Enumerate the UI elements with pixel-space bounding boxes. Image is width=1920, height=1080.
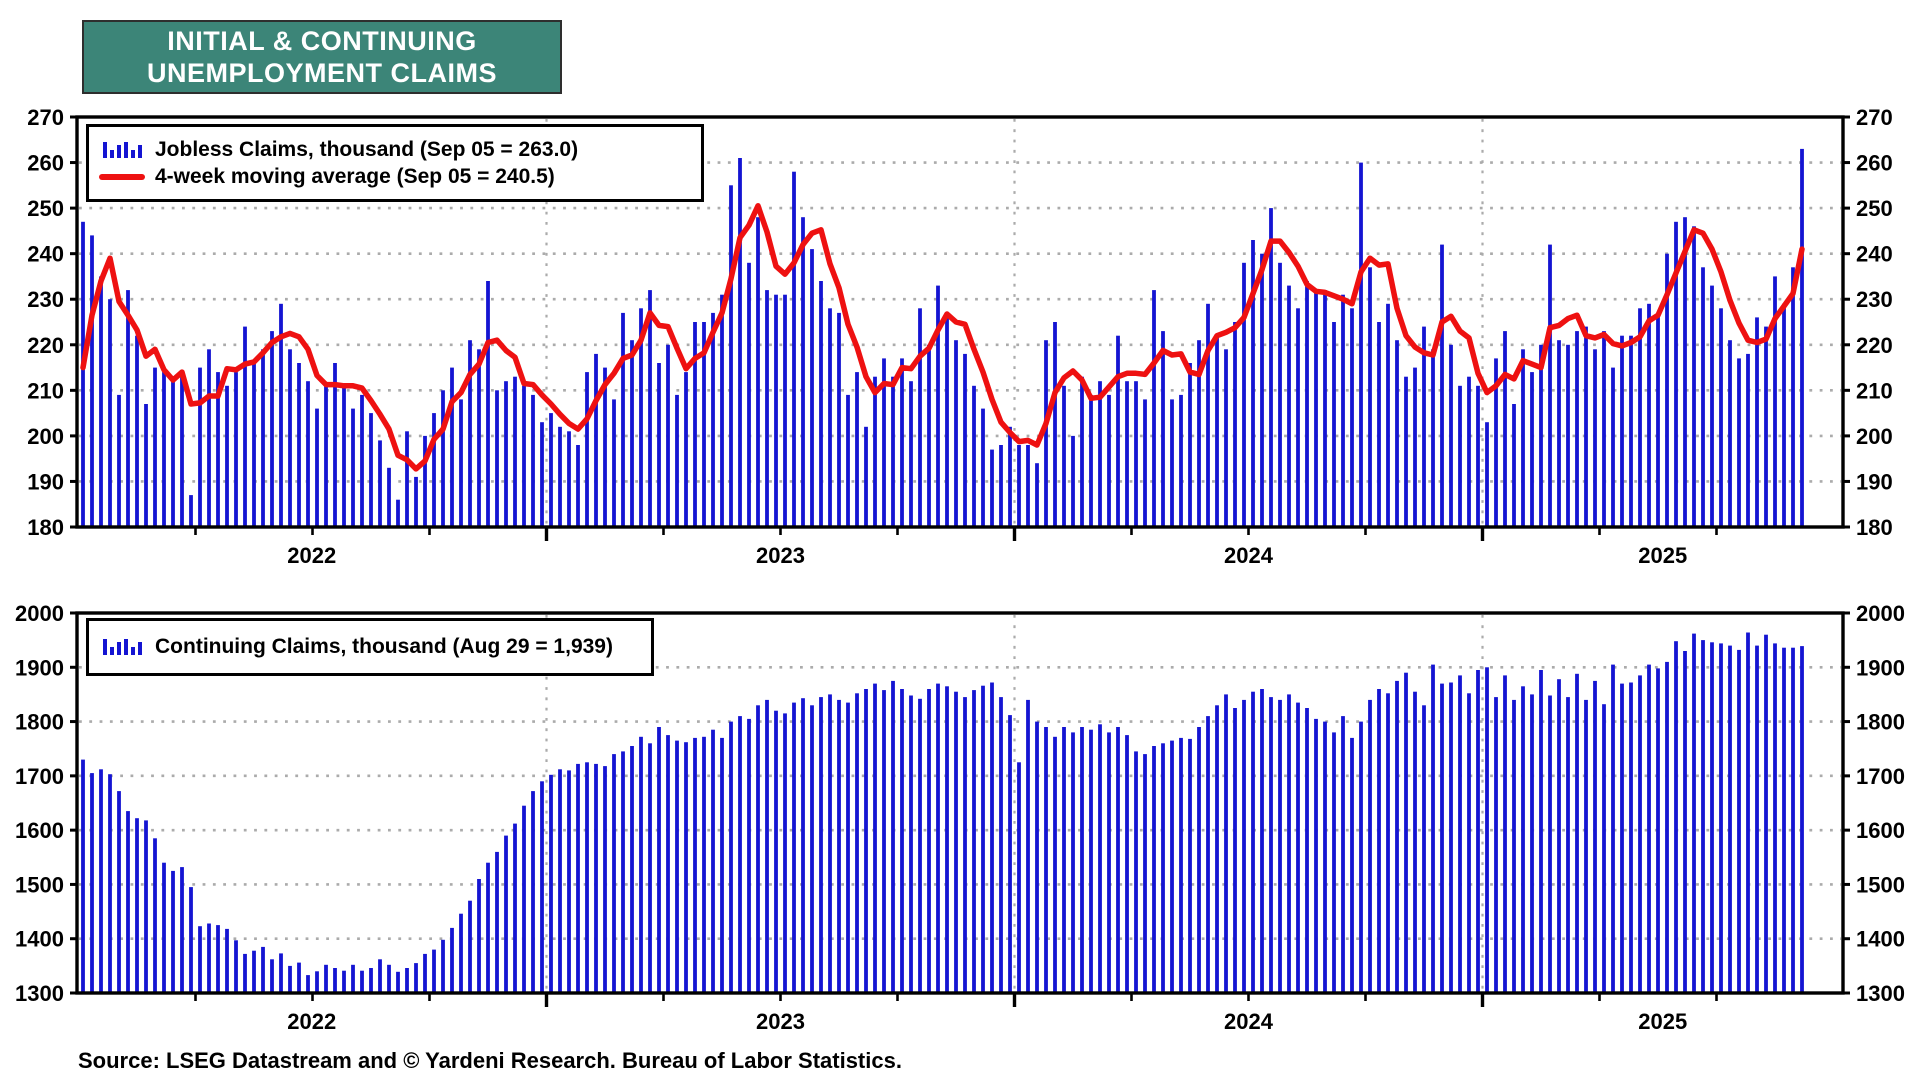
svg-text:190: 190 — [27, 469, 64, 494]
svg-text:260: 260 — [27, 151, 64, 176]
svg-text:250: 250 — [1856, 196, 1893, 221]
moving-average-legend-label: 4-week moving average (Sep 05 = 240.5) — [155, 164, 555, 188]
svg-text:240: 240 — [1856, 242, 1893, 267]
x-axis-labels: 2022 2023 2024 2025 — [194, 527, 1718, 568]
svg-text:200: 200 — [27, 424, 64, 449]
plot-frame — [75, 611, 1845, 995]
chart-title-box: INITIAL & CONTINUING UNEMPLOYMENT CLAIMS — [82, 20, 562, 94]
svg-text:2025: 2025 — [1638, 1009, 1687, 1034]
legend-row-continuing: Continuing Claims, thousand (Aug 29 = 1,… — [99, 635, 639, 659]
svg-text:250: 250 — [27, 196, 64, 221]
svg-text:230: 230 — [1856, 287, 1893, 312]
continuing-claims-legend-label: Continuing Claims, thousand (Aug 29 = 1,… — [155, 635, 613, 658]
svg-text:1500: 1500 — [15, 872, 64, 897]
red-line-icon — [99, 173, 145, 180]
y-axis-labels: 180 180 190 190 200 200 210 210 220 220 230 230 240 2… — [27, 105, 1892, 540]
continuing-claims-chart-bars — [81, 632, 1804, 993]
svg-text:180: 180 — [1856, 515, 1893, 540]
svg-text:2024: 2024 — [1224, 1009, 1274, 1034]
svg-text:180: 180 — [27, 515, 64, 540]
svg-text:2024: 2024 — [1224, 543, 1274, 568]
gridlines — [79, 615, 1841, 991]
svg-text:2000: 2000 — [1856, 601, 1905, 626]
svg-text:220: 220 — [1856, 333, 1893, 358]
jobless-claims-legend-label: Jobless Claims, thousand (Sep 05 = 263.0… — [155, 137, 579, 161]
source-attribution: Source: LSEG Datastream and © Yardeni Re… — [78, 1048, 902, 1073]
legend-row-moving-average: 4-week moving average (Sep 05 = 240.5) — [99, 165, 689, 189]
svg-text:270: 270 — [27, 105, 64, 130]
chart-title-line2: UNEMPLOYMENT CLAIMS — [147, 58, 497, 88]
svg-text:270: 270 — [1856, 105, 1893, 130]
svg-text:2022: 2022 — [287, 1009, 336, 1034]
svg-text:2023: 2023 — [756, 543, 805, 568]
svg-text:220: 220 — [27, 333, 64, 358]
moving-average-line — [80, 203, 1805, 472]
svg-text:230: 230 — [27, 287, 64, 312]
jobless-claims-legend: Jobless Claims, thousand (Sep 05 = 263.0… — [86, 124, 704, 202]
svg-text:210: 210 — [1856, 378, 1893, 403]
blue-bars-icon — [99, 141, 145, 158]
svg-text:2022: 2022 — [287, 543, 336, 568]
svg-text:1900: 1900 — [1856, 655, 1905, 680]
y-axis-labels: 1300 1300 1400 1400 1500 1500 1600 1600 1700 1700… — [15, 601, 1905, 1006]
svg-text:1400: 1400 — [1856, 927, 1905, 952]
svg-text:1600: 1600 — [1856, 818, 1905, 843]
chart-title-line1: INITIAL & CONTINUING — [167, 26, 477, 56]
svg-text:1800: 1800 — [15, 710, 64, 735]
svg-text:1500: 1500 — [1856, 872, 1905, 897]
svg-text:2023: 2023 — [756, 1009, 805, 1034]
jobless-claims-chart: 180 180 190 190 200 200 210 210 220 220 230 230 240 2… — [27, 105, 1892, 568]
continuing-claims-legend: Continuing Claims, thousand (Aug 29 = 1,… — [86, 618, 654, 676]
svg-text:1700: 1700 — [1856, 764, 1905, 789]
continuing-claims-chart: 1300 1300 1400 1400 1500 1500 1600 1600 1700 1700… — [15, 601, 1905, 1034]
jobless-claims-chart-bars — [81, 148, 1804, 528]
svg-text:1400: 1400 — [15, 927, 64, 952]
svg-text:1300: 1300 — [1856, 981, 1905, 1006]
svg-text:210: 210 — [27, 378, 64, 403]
svg-text:260: 260 — [1856, 151, 1893, 176]
svg-text:190: 190 — [1856, 469, 1893, 494]
x-axis-labels: 2022 2023 2024 2025 — [194, 993, 1718, 1034]
svg-text:1700: 1700 — [15, 764, 64, 789]
plot-frame — [75, 115, 1845, 529]
blue-bars-icon — [99, 639, 145, 655]
legend-row-jobless: Jobless Claims, thousand (Sep 05 = 263.0… — [99, 138, 689, 162]
svg-text:1800: 1800 — [1856, 710, 1905, 735]
svg-text:2025: 2025 — [1638, 543, 1687, 568]
svg-text:240: 240 — [27, 242, 64, 267]
svg-text:200: 200 — [1856, 424, 1893, 449]
svg-text:1300: 1300 — [15, 981, 64, 1006]
svg-text:2000: 2000 — [15, 601, 64, 626]
svg-text:1600: 1600 — [15, 818, 64, 843]
svg-text:1900: 1900 — [15, 655, 64, 680]
